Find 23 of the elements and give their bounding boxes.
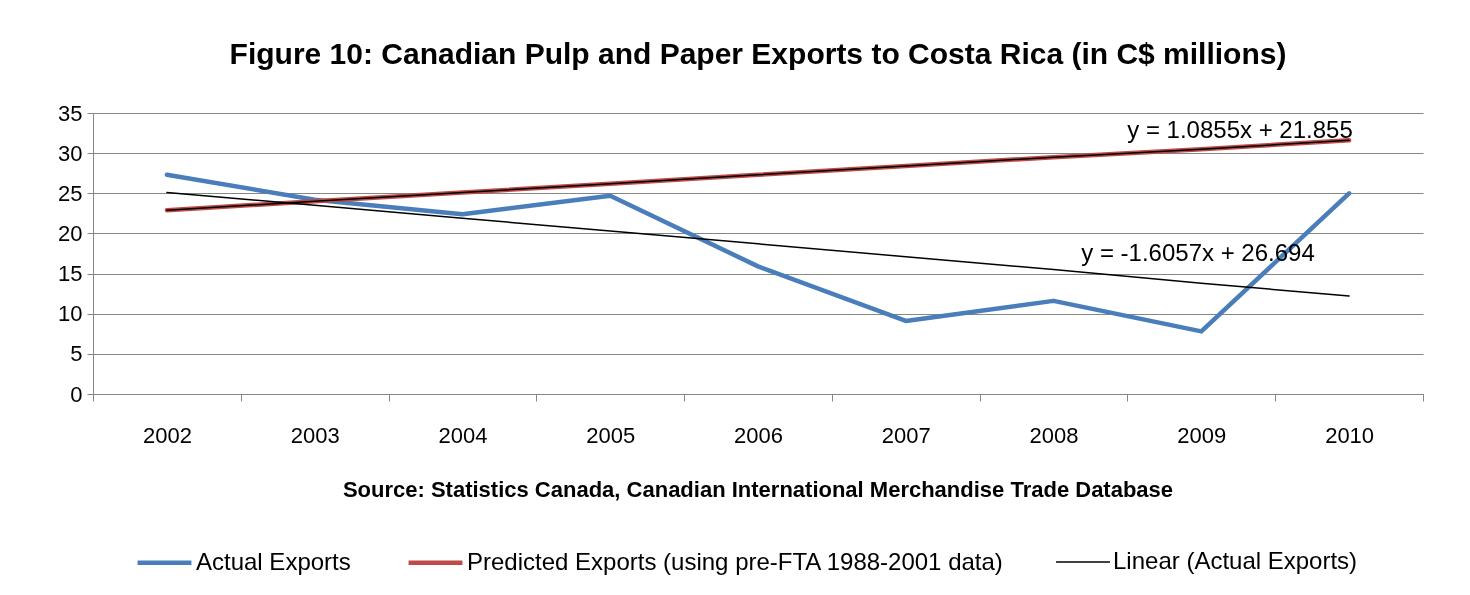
y-tick-label: 5 [70, 341, 83, 367]
legend-label: Predicted Exports (using pre-FTA 1988-2001 data) [467, 547, 1003, 575]
x-tick-label: 2005 [586, 422, 636, 448]
x-tick-label: 2008 [1029, 422, 1079, 448]
legend-label: Actual Exports [196, 547, 351, 575]
x-tick-label: 2002 [142, 422, 192, 448]
y-tick-label: 0 [70, 381, 83, 407]
y-tick-label: 25 [58, 180, 83, 206]
source-note: Source: Statistics Canada, Canadian International Merchandise Trade Database [342, 477, 1174, 502]
y-tick-label: 30 [58, 140, 83, 166]
x-tick-label: 2010 [1325, 422, 1375, 448]
y-tick-label: 15 [58, 261, 83, 287]
annotation: y = 1.0855x + 21.855 [1127, 116, 1353, 143]
x-tick-label: 2009 [1177, 422, 1227, 448]
x-tick-label: 2006 [734, 422, 783, 448]
x-tick-label: 2007 [881, 422, 931, 448]
legend-label: Linear (Actual Exports) [1113, 547, 1358, 574]
x-tick-label: 2003 [290, 422, 340, 448]
y-tick-label: 35 [58, 100, 83, 126]
x-tick-label: 2004 [438, 422, 488, 448]
y-tick-label: 20 [58, 220, 83, 246]
y-tick-label: 10 [58, 301, 83, 327]
chart-title: Figure 10: Canadian Pulp and Paper Exports to Costa Rica (in C$ millions) [229, 37, 1287, 70]
